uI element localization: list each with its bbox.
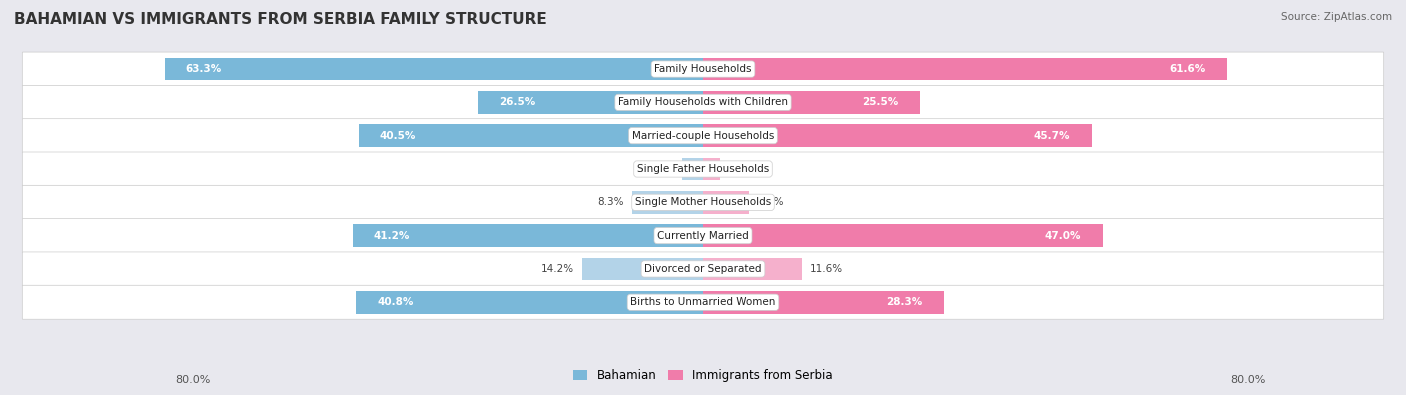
FancyBboxPatch shape bbox=[22, 118, 1384, 153]
Text: 11.6%: 11.6% bbox=[810, 264, 844, 274]
Bar bbox=[703, 258, 801, 280]
FancyBboxPatch shape bbox=[22, 252, 1384, 286]
FancyBboxPatch shape bbox=[22, 285, 1384, 319]
Bar bbox=[353, 224, 703, 247]
Text: 47.0%: 47.0% bbox=[1045, 231, 1081, 241]
Legend: Bahamian, Immigrants from Serbia: Bahamian, Immigrants from Serbia bbox=[568, 365, 838, 387]
Bar bbox=[703, 158, 720, 181]
Text: 28.3%: 28.3% bbox=[886, 297, 922, 307]
Bar bbox=[703, 124, 1091, 147]
Text: 2.0%: 2.0% bbox=[728, 164, 755, 174]
FancyBboxPatch shape bbox=[22, 218, 1384, 253]
FancyBboxPatch shape bbox=[22, 185, 1384, 219]
Text: Single Mother Households: Single Mother Households bbox=[636, 198, 770, 207]
Text: 14.2%: 14.2% bbox=[540, 264, 574, 274]
Bar bbox=[703, 291, 943, 314]
Text: Births to Unmarried Women: Births to Unmarried Women bbox=[630, 297, 776, 307]
Text: 45.7%: 45.7% bbox=[1033, 131, 1070, 141]
Bar bbox=[703, 58, 1227, 80]
Bar bbox=[703, 224, 1102, 247]
Bar bbox=[633, 191, 703, 214]
Text: BAHAMIAN VS IMMIGRANTS FROM SERBIA FAMILY STRUCTURE: BAHAMIAN VS IMMIGRANTS FROM SERBIA FAMIL… bbox=[14, 12, 547, 27]
Bar bbox=[165, 58, 703, 80]
Bar bbox=[359, 124, 703, 147]
Text: Family Households: Family Households bbox=[654, 64, 752, 74]
Bar bbox=[478, 91, 703, 114]
Text: 2.5%: 2.5% bbox=[647, 164, 673, 174]
FancyBboxPatch shape bbox=[22, 85, 1384, 119]
Text: 80.0%: 80.0% bbox=[176, 375, 211, 385]
Bar bbox=[703, 191, 749, 214]
Text: Currently Married: Currently Married bbox=[657, 231, 749, 241]
Text: 40.8%: 40.8% bbox=[377, 297, 413, 307]
Bar bbox=[582, 258, 703, 280]
Text: 40.5%: 40.5% bbox=[380, 131, 416, 141]
Text: 8.3%: 8.3% bbox=[598, 198, 624, 207]
Bar bbox=[356, 291, 703, 314]
FancyBboxPatch shape bbox=[22, 52, 1384, 86]
Text: 26.5%: 26.5% bbox=[499, 97, 536, 107]
Text: Source: ZipAtlas.com: Source: ZipAtlas.com bbox=[1281, 12, 1392, 22]
FancyBboxPatch shape bbox=[22, 152, 1384, 186]
Text: 63.3%: 63.3% bbox=[186, 64, 222, 74]
Text: 41.2%: 41.2% bbox=[374, 231, 411, 241]
Text: Family Households with Children: Family Households with Children bbox=[619, 97, 787, 107]
Text: 61.6%: 61.6% bbox=[1170, 64, 1206, 74]
Text: 5.4%: 5.4% bbox=[758, 198, 785, 207]
Text: Divorced or Separated: Divorced or Separated bbox=[644, 264, 762, 274]
Bar bbox=[682, 158, 703, 181]
Text: 80.0%: 80.0% bbox=[1230, 375, 1265, 385]
Bar bbox=[703, 91, 920, 114]
Text: Married-couple Households: Married-couple Households bbox=[631, 131, 775, 141]
Text: Single Father Households: Single Father Households bbox=[637, 164, 769, 174]
Text: 25.5%: 25.5% bbox=[862, 97, 898, 107]
